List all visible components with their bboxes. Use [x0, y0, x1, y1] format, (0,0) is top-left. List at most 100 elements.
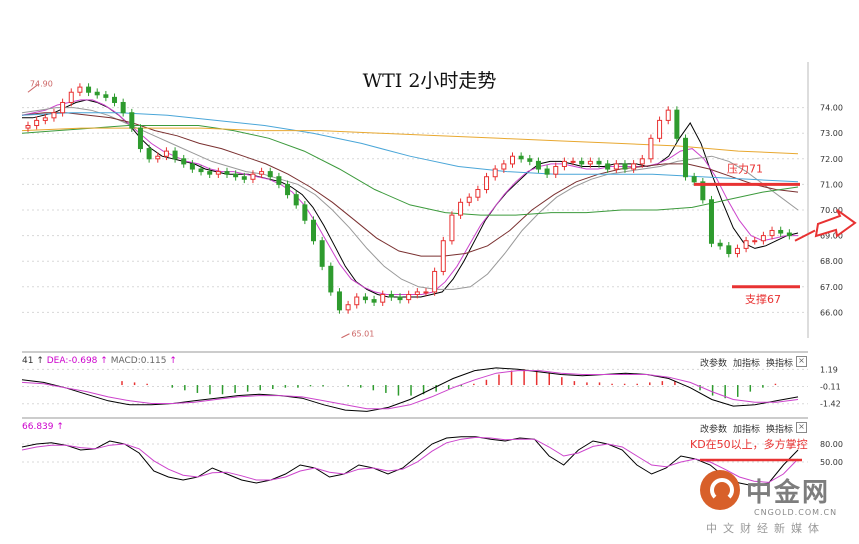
macd-y-tick: 1.19 — [820, 365, 838, 374]
candle-body — [605, 163, 611, 170]
kd-left-value: 66.839 — [22, 422, 54, 432]
close-icon[interactable]: × — [796, 356, 807, 367]
y-tick-label: 73.00 — [820, 129, 843, 138]
candle-body — [683, 137, 689, 178]
candle-body — [371, 299, 377, 303]
candle-body — [120, 101, 126, 114]
candle-body — [233, 173, 239, 178]
brand-name: 中金网 — [746, 478, 831, 508]
candle-body — [691, 176, 697, 183]
macd-y-tick: -0.11 — [820, 383, 841, 392]
macd-left-value: 41 — [22, 356, 34, 366]
candle-body — [734, 247, 740, 255]
kd-add-indicator-button[interactable]: 加指标 — [733, 425, 761, 435]
y-tick-label: 71.00 — [820, 180, 843, 189]
kd-y-tick: 80.00 — [820, 440, 843, 449]
candle-body — [328, 265, 334, 293]
candle-body — [414, 291, 420, 295]
candle-body — [172, 150, 178, 160]
y-tick-label: 67.00 — [820, 283, 843, 292]
candle-body — [345, 304, 351, 311]
macd-label: MACD:0.115 — [110, 356, 167, 366]
candle-body — [362, 296, 368, 301]
moving-average-line — [21, 112, 799, 257]
candle-body — [25, 125, 31, 129]
macd-left-label: 41 ↑ DEA:-0.698 ↑ MACD:0.115 ↑ — [22, 356, 177, 366]
candle-body — [129, 112, 135, 129]
up-arrow-icon: ↑ — [169, 356, 177, 366]
candle-body — [440, 240, 446, 272]
candle-body — [293, 194, 299, 206]
resistance-label: 压力71 — [727, 162, 763, 175]
candle-body — [492, 168, 498, 178]
kd-edit-params-button[interactable]: 改参数 — [700, 425, 728, 435]
candle-body — [657, 119, 663, 139]
kd-left-label: 66.839 ↑ — [22, 422, 64, 432]
y-tick-label: 66.00 — [820, 308, 843, 317]
candle-body — [406, 293, 412, 301]
candle-body — [267, 171, 273, 178]
candle-body — [769, 229, 775, 237]
candle-body — [103, 94, 109, 98]
candle-body — [60, 101, 66, 114]
candle-body — [423, 291, 429, 294]
candle-body — [397, 296, 403, 301]
high-marker-line — [27, 84, 39, 93]
candle-body — [112, 96, 118, 103]
kd-d-line — [21, 436, 799, 483]
candle-body — [553, 165, 559, 175]
up-arrow-icon: ↑ — [100, 356, 108, 366]
close-icon[interactable]: × — [796, 422, 807, 433]
candle-body — [700, 181, 706, 201]
candle-body — [432, 270, 438, 293]
kd-switch-indicator-button[interactable]: 换指标 — [766, 425, 794, 435]
candle-body — [570, 160, 576, 163]
candle-body — [68, 91, 74, 103]
macd-switch-indicator-button[interactable]: 换指标 — [766, 359, 794, 369]
candle-body — [155, 155, 161, 160]
candle-body — [639, 158, 645, 165]
candle-body — [561, 160, 567, 167]
candle-body — [613, 163, 619, 170]
candle-body — [241, 176, 247, 180]
candle-body — [311, 219, 317, 242]
kd-annotation-label: KD在50以上，多方掌控 — [690, 437, 808, 451]
macd-edit-params-button[interactable]: 改参数 — [700, 359, 728, 369]
candle-body — [708, 199, 714, 244]
candle-body — [501, 163, 507, 170]
candle-body — [336, 291, 342, 311]
candle-body — [631, 163, 637, 170]
y-tick-label: 68.00 — [820, 257, 843, 266]
candle-body — [163, 150, 169, 157]
macd-add-indicator-button[interactable]: 加指标 — [733, 359, 761, 369]
y-tick-label: 74.00 — [820, 104, 843, 113]
candle-body — [250, 173, 256, 180]
moving-average-line — [21, 112, 799, 183]
support-label: 支撑67 — [745, 292, 781, 306]
y-tick-label: 69.00 — [820, 232, 843, 241]
candle-body — [778, 229, 784, 234]
candle-body — [509, 155, 515, 165]
candle-body — [466, 196, 472, 203]
candle-body — [207, 171, 213, 175]
candle-body — [302, 204, 308, 221]
candle-body — [484, 176, 490, 191]
candle-body — [535, 160, 541, 170]
candle-body — [674, 109, 680, 139]
candle-body — [596, 160, 602, 165]
candle-body — [181, 158, 187, 165]
y-tick-label: 70.00 — [820, 206, 843, 215]
candle-body — [94, 91, 100, 96]
candle-body — [449, 214, 455, 242]
candle-body — [354, 296, 360, 306]
candle-body — [137, 127, 143, 150]
candle-body — [276, 176, 282, 185]
candle-body — [475, 189, 481, 198]
candle-body — [215, 171, 221, 175]
candle-body — [198, 168, 204, 173]
brand-slogan: 中文财经新媒体 — [706, 522, 825, 535]
candle-body — [527, 158, 533, 162]
candle-body — [224, 171, 230, 175]
